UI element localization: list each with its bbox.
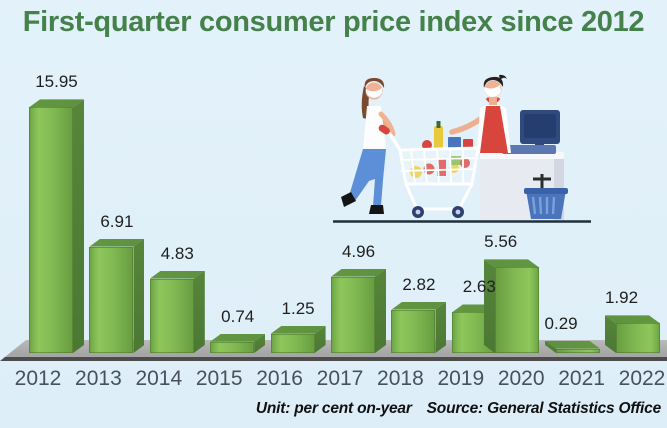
bar-box	[210, 333, 266, 353]
bar-top-face	[29, 99, 84, 108]
bar-top-face	[149, 270, 205, 279]
shopper-figure	[341, 78, 396, 214]
bar-top-face	[331, 268, 386, 277]
bar-value-label: 6.91	[100, 211, 134, 231]
bar-side-face	[375, 268, 386, 353]
bar-box	[331, 268, 386, 353]
year-label-2012: 2012	[14, 367, 62, 390]
shopping-cart-icon	[378, 121, 480, 218]
bar-front-face	[29, 107, 73, 353]
bar-top-face	[210, 333, 266, 342]
bar-box	[89, 238, 145, 353]
unit-note: Unit: per cent on-year	[255, 400, 412, 417]
year-label-2022: 2022	[618, 367, 666, 390]
year-label-2014: 2014	[135, 367, 183, 390]
bar-side-face	[73, 99, 84, 353]
bar-value-label: 4.96	[341, 241, 376, 261]
year-label-2017: 2017	[316, 367, 364, 390]
bar-top-face	[391, 301, 447, 310]
bar-side-face	[133, 238, 145, 353]
bar-value-label: 15.95	[35, 72, 78, 92]
cash-register-icon	[502, 110, 560, 154]
cashier-figure	[449, 74, 511, 153]
bar-front-face	[270, 333, 315, 353]
bar-front-face	[391, 309, 436, 353]
shopping-illustration	[333, 74, 591, 223]
bar-front-face	[89, 246, 134, 353]
bar-value-label: 4.83	[160, 243, 194, 263]
bar-value-label: 1.92	[604, 288, 639, 308]
bar-side-face	[314, 325, 326, 353]
bar-top-face	[89, 238, 145, 247]
bar-box	[391, 301, 447, 353]
bar-top-face	[270, 325, 326, 334]
bar-box	[29, 99, 84, 353]
year-label-2020: 2020	[497, 367, 545, 390]
bar-value-label: 5.56	[484, 232, 518, 252]
bar-box	[270, 325, 326, 353]
bar-front-face	[210, 341, 255, 353]
bar-value-label: 0.74	[221, 306, 255, 326]
bar-top-face	[451, 304, 507, 313]
shopping-basket-icon	[524, 174, 568, 219]
year-label-2019: 2019	[437, 367, 485, 390]
bar-side-face	[254, 333, 266, 353]
year-label-2021: 2021	[558, 367, 605, 390]
bar-front-face	[149, 278, 194, 353]
year-label-2018: 2018	[377, 367, 424, 390]
year-label-2013: 2013	[75, 367, 122, 390]
bar-value-label: 2.82	[402, 274, 436, 294]
bar-value-label: 0.29	[544, 313, 578, 333]
bar-side-face	[435, 301, 447, 353]
bar-front-face	[331, 276, 375, 353]
bar-value-label: 2.63	[462, 277, 496, 297]
chart-title: First-quarter consumer price index since…	[22, 6, 645, 38]
bar-box	[149, 270, 205, 353]
year-label-2016: 2016	[256, 367, 303, 390]
chart-footnotes: Unit: per cent on-year Source: General S…	[256, 400, 661, 418]
source-note: Source: General Statistics Office	[426, 400, 662, 417]
year-label-2015: 2015	[195, 367, 243, 390]
bar-side-face	[193, 270, 205, 353]
bar-value-label: 1.25	[281, 298, 315, 318]
